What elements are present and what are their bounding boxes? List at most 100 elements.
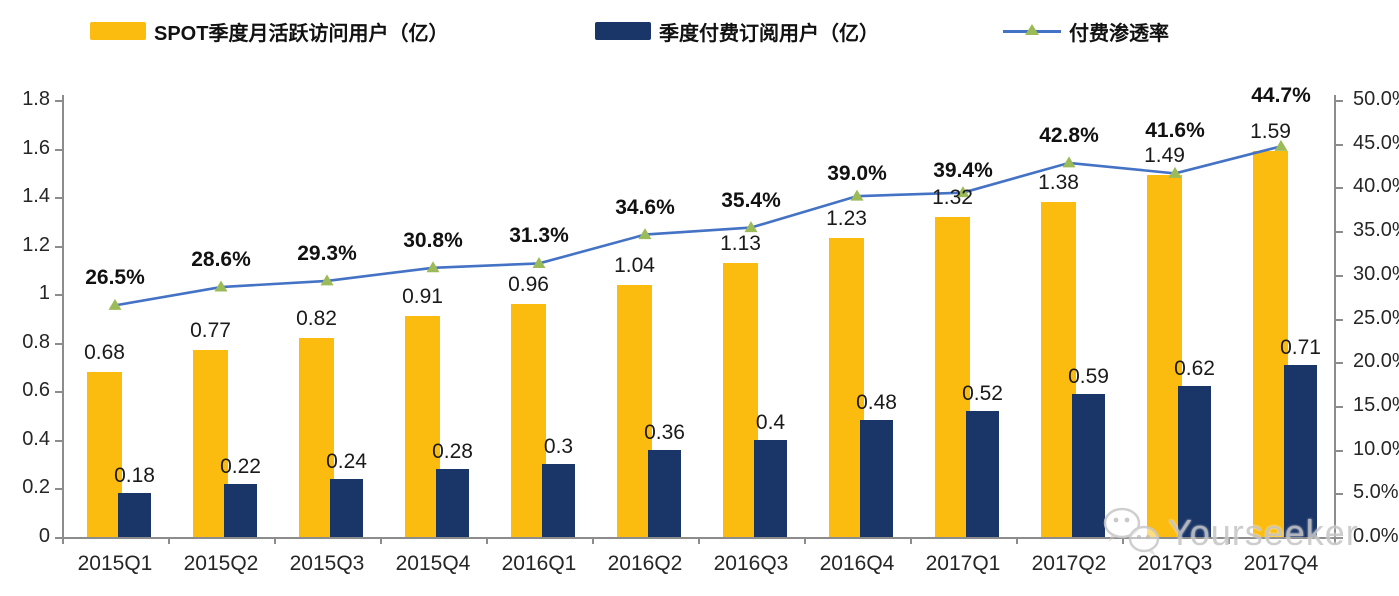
- bar-subs: [224, 483, 257, 537]
- triangle-marker-icon: [638, 228, 652, 240]
- bar-subs: [542, 464, 575, 537]
- x-axis-tick: [804, 537, 806, 544]
- bar-mau: [299, 337, 334, 537]
- legend-item-mau: SPOT季度月活跃访问用户（亿）: [90, 18, 449, 45]
- x-tick-label: 2016Q2: [607, 552, 683, 575]
- y-tick-label-left: 1.4: [22, 185, 50, 208]
- left-axis-tick: [55, 342, 62, 345]
- bar-label-subs: 0.71: [1280, 335, 1321, 359]
- x-axis-tick: [168, 537, 170, 544]
- bar-mau: [1147, 175, 1182, 537]
- x-axis-tick: [380, 537, 382, 544]
- x-axis-tick: [274, 537, 276, 544]
- bar-label-subs: 0.3: [543, 435, 574, 459]
- bar-mau: [87, 371, 122, 537]
- pct-label: 29.3%: [297, 241, 357, 265]
- x-tick-label: 2015Q1: [77, 552, 153, 575]
- left-axis-tick: [55, 294, 62, 297]
- triangle-marker-icon: [532, 256, 546, 268]
- pct-label: 26.5%: [85, 266, 145, 290]
- bar-mau: [617, 284, 652, 537]
- y-tick-label-left: 1: [38, 282, 50, 305]
- x-tick-label: 2016Q4: [819, 552, 895, 575]
- bar-subs: [118, 493, 151, 537]
- triangle-marker-icon: [320, 274, 334, 286]
- pct-label: 35.4%: [721, 188, 781, 212]
- x-axis-tick: [1334, 537, 1336, 544]
- bar-mau: [935, 216, 970, 537]
- bar-label-mau: 0.77: [190, 319, 231, 343]
- right-axis-line: [1334, 95, 1336, 537]
- bar-label-subs: 0.18: [114, 464, 155, 488]
- right-axis-tick: [1336, 100, 1343, 102]
- x-tick-label: 2017Q1: [925, 552, 1001, 575]
- y-tick-label-right: 25.0%: [1353, 306, 1399, 329]
- y-tick-label-right: 45.0%: [1353, 131, 1399, 154]
- bar-label-mau: 0.82: [296, 306, 337, 330]
- x-axis-tick: [910, 537, 912, 544]
- x-tick-label: 2015Q2: [183, 552, 259, 575]
- right-axis-tick: [1336, 362, 1343, 365]
- left-axis-tick: [55, 391, 62, 394]
- bar-subs: [860, 420, 893, 537]
- bar-label-mau: 1.49: [1144, 144, 1185, 168]
- left-axis-tick: [55, 537, 62, 539]
- y-tick-label-right: 30.0%: [1353, 262, 1399, 285]
- left-axis-line: [62, 95, 64, 537]
- triangle-marker-icon: [426, 261, 440, 273]
- y-tick-label-right: 0.0%: [1353, 525, 1399, 547]
- y-tick-label-left: 1.8: [22, 88, 50, 110]
- left-axis-tick: [55, 488, 62, 491]
- left-axis-tick: [55, 197, 62, 200]
- bar-mau: [193, 350, 228, 537]
- x-tick-label: 2017Q4: [1243, 552, 1319, 575]
- bar-subs: [966, 410, 999, 537]
- x-axis-tick: [1016, 537, 1018, 544]
- y-tick-label-left: 0: [38, 525, 50, 547]
- bar-label-subs: 0.28: [432, 440, 473, 464]
- y-tick-label-right: 40.0%: [1353, 175, 1399, 198]
- legend-label-penetration: 付费渗透率: [1069, 22, 1169, 45]
- right-axis-tick: [1336, 318, 1343, 321]
- bar-mau: [723, 262, 758, 537]
- x-tick-label: 2017Q2: [1031, 552, 1107, 575]
- pct-label: 39.0%: [827, 162, 887, 186]
- x-tick-label: 2016Q1: [501, 552, 577, 575]
- triangle-marker-icon: [1062, 156, 1076, 168]
- legend-item-subs: 季度付费订阅用户（亿）: [595, 18, 879, 45]
- x-axis-tick: [698, 537, 700, 544]
- left-axis-tick: [55, 439, 62, 442]
- right-axis-tick: [1336, 405, 1343, 408]
- right-axis-tick: [1336, 274, 1343, 277]
- x-tick-label: 2015Q4: [395, 552, 471, 575]
- pct-label: 31.3%: [509, 224, 569, 248]
- triangle-marker-icon: [108, 298, 122, 310]
- y-tick-label-left: 1.2: [22, 233, 50, 256]
- bar-subs: [330, 478, 363, 537]
- pct-label: 44.7%: [1251, 84, 1311, 108]
- y-tick-label-left: 1.6: [22, 136, 50, 159]
- right-axis-tick: [1336, 143, 1343, 146]
- y-tick-label-left: 0.4: [22, 427, 50, 450]
- penetration-line-swatch-icon: [1003, 22, 1061, 40]
- left-axis-tick: [55, 100, 62, 102]
- right-axis-tick: [1336, 493, 1343, 496]
- triangle-marker-icon: [744, 221, 758, 233]
- bar-label-mau: 0.68: [84, 340, 125, 364]
- y-tick-label-right: 15.0%: [1353, 393, 1399, 416]
- legend-label-mau: SPOT季度月活跃访问用户（亿）: [154, 22, 449, 45]
- bar-label-mau: 0.96: [508, 272, 549, 296]
- x-axis-tick: [1122, 537, 1124, 544]
- bar-mau: [405, 316, 440, 537]
- pct-label: 34.6%: [615, 195, 675, 219]
- x-tick-label: 2017Q3: [1137, 552, 1213, 575]
- bar-label-subs: 0.24: [326, 449, 367, 473]
- left-axis-tick: [55, 148, 62, 151]
- bar-subs: [1178, 386, 1211, 537]
- x-tick-label: 2016Q3: [713, 552, 789, 575]
- pct-label: 42.8%: [1039, 123, 1099, 147]
- y-tick-label-left: 0.2: [22, 476, 50, 499]
- pct-label: 41.6%: [1145, 119, 1205, 143]
- bar-label-mau: 0.91: [402, 285, 443, 309]
